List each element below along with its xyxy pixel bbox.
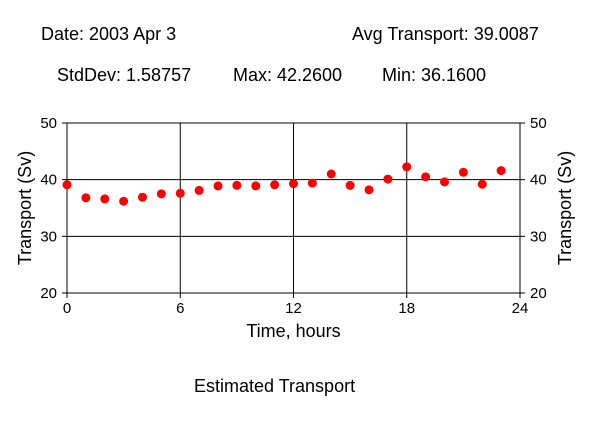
- data-point: [307, 178, 317, 188]
- y-tick-label-right: 30: [530, 228, 547, 245]
- data-point: [326, 169, 336, 179]
- data-point: [270, 180, 280, 190]
- x-tick-label: 24: [512, 300, 529, 317]
- y-tick-label-right: 50: [530, 115, 547, 132]
- stddev-label: StdDev: 1.58757: [57, 65, 192, 85]
- y-axis-title-left: Transport (Sv): [15, 151, 35, 265]
- data-point: [232, 180, 242, 190]
- x-tick-label: 0: [63, 300, 71, 317]
- y-tick-label-left: 30: [40, 228, 57, 245]
- data-point: [421, 172, 431, 182]
- data-point: [364, 185, 374, 195]
- y-tick-label-left: 20: [40, 285, 57, 302]
- data-point: [289, 179, 298, 189]
- data-point: [119, 196, 129, 206]
- data-point: [213, 181, 223, 191]
- data-point: [175, 188, 185, 198]
- data-point: [81, 193, 91, 203]
- x-axis-title: Time, hours: [246, 321, 340, 341]
- data-point: [138, 192, 147, 202]
- data-points: [62, 162, 506, 206]
- data-point: [194, 185, 204, 195]
- data-point: [496, 166, 506, 176]
- grid-lines: [67, 123, 520, 293]
- y-tick-label-left: 40: [40, 172, 57, 189]
- y-tick-label-right: 20: [530, 285, 547, 302]
- data-point: [383, 174, 393, 184]
- y-tick-label-right: 40: [530, 172, 547, 189]
- chart-caption: Estimated Transport: [194, 376, 356, 396]
- data-point: [477, 179, 487, 189]
- data-point: [440, 177, 449, 187]
- y-tick-label-left: 50: [40, 115, 57, 132]
- x-tick-label: 18: [398, 300, 415, 317]
- data-point: [62, 180, 72, 190]
- x-tick-label: 6: [176, 300, 184, 317]
- data-point: [402, 162, 412, 172]
- data-point: [458, 167, 468, 177]
- max-label: Max: 42.2600: [233, 65, 343, 85]
- x-tick-label: 12: [285, 300, 302, 317]
- data-point: [100, 194, 110, 204]
- data-point: [345, 180, 355, 190]
- data-point: [251, 181, 261, 191]
- data-point: [156, 189, 166, 199]
- min-label: Min: 36.1600: [382, 65, 487, 85]
- y-axis-title-right: Transport (Sv): [555, 151, 575, 265]
- date-label: Date: 2003 Apr 3: [41, 24, 177, 44]
- avg-transport-label: Avg Transport: 39.0087: [352, 24, 539, 44]
